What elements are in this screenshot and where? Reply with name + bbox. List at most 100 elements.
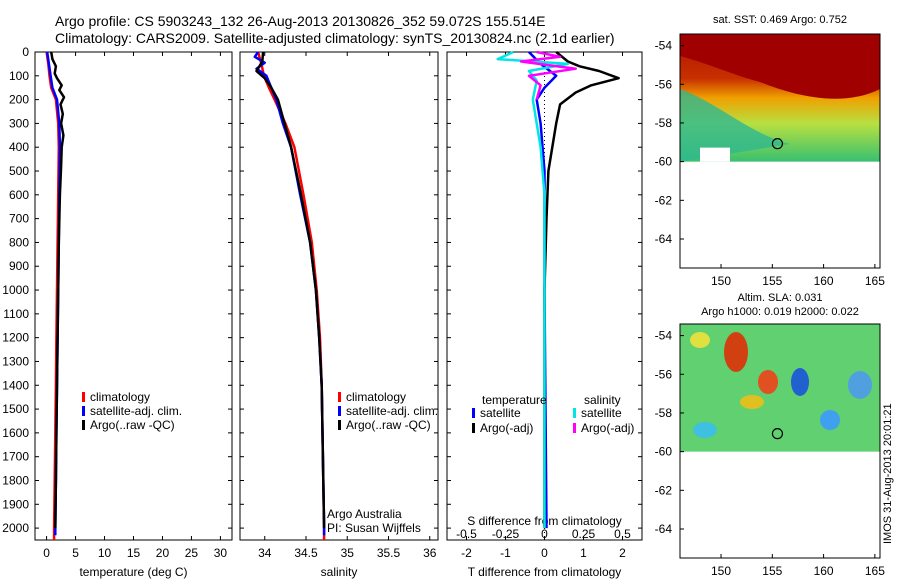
float-location-marker [771, 138, 784, 150]
sla-anomaly [758, 370, 778, 394]
annotation-text: PI: Susan Wijffels [327, 521, 421, 535]
y-tick-label: -54 [655, 39, 673, 53]
y-tick-label: 300 [9, 116, 29, 130]
legend-swatch [338, 392, 341, 402]
map-frame [679, 323, 881, 559]
x-tick-label: -1 [500, 546, 511, 560]
y-tick-label: -62 [655, 483, 673, 497]
sla-anomaly [724, 332, 748, 372]
x-tick-label: 150 [711, 274, 731, 288]
y-tick-label: 200 [9, 93, 29, 107]
y-tick-label: 1700 [2, 450, 29, 464]
legend-title-salinity: salinity [584, 393, 621, 407]
legend-swatch [82, 406, 85, 416]
map-title: Altim. SLA: 0.031 [738, 292, 823, 304]
x-tick-label: 155 [762, 564, 782, 578]
y-tick-label: 600 [9, 188, 29, 202]
legend-swatch [338, 406, 341, 416]
x-tick-label: 20 [156, 546, 170, 560]
map-panel-2: -54 -56 -58 -60 -62 -64 150 155 160 165 Altim. SLA… [655, 292, 886, 578]
profile-title: Argo profile: CS 5903243_132 26-Aug-2013… [55, 13, 546, 29]
legend-label: satellite [581, 406, 622, 420]
x-tick-label: 36 [423, 546, 437, 560]
sla-anomaly [791, 368, 809, 396]
series-line-2 [253, 51, 326, 536]
legend-swatch [573, 423, 576, 433]
map-subtitle: Argo h1000: 0.019 h2000: 0.022 [701, 306, 859, 318]
x-tick-label: 150 [711, 564, 731, 578]
y-tick-label: 400 [9, 140, 29, 154]
y-tick-label: 1100 [3, 307, 29, 321]
x-tick-label: 1 [580, 546, 587, 560]
x-tick-label: 5 [72, 546, 79, 560]
y-tick-label: 1600 [2, 426, 29, 440]
x-tick-label: 25 [185, 546, 199, 560]
float-location-marker [771, 428, 784, 440]
legend-label: Argo(-adj) [581, 421, 634, 435]
x-tick-label: 160 [814, 274, 834, 288]
x-tick-label: 10 [98, 546, 112, 560]
warm-water-region [680, 34, 880, 99]
y-tick-label: 1800 [2, 473, 29, 487]
x-axis-label: T difference from climatology [468, 565, 622, 579]
series-line-3 [49, 51, 66, 529]
legend-title-temperature: temperature [482, 393, 547, 407]
y-tick-label: 1500 [2, 402, 29, 416]
y-tick-label: -58 [655, 406, 673, 420]
top-x-tick-label: 0.5 [614, 527, 631, 541]
series-line-4 [519, 50, 577, 100]
x-tick-label: 155 [762, 274, 782, 288]
y-tick-label: -64 [655, 232, 673, 246]
x-tick-label: 15 [127, 546, 141, 560]
x-axis-label: salinity [321, 565, 358, 579]
legend-label: climatology [346, 390, 406, 404]
x-tick-label: -2 [461, 546, 472, 560]
x-tick-label: 165 [865, 564, 885, 578]
top-x-tick-label: 0 [541, 527, 548, 541]
x-tick-label: 2 [619, 546, 626, 560]
x-tick-label: 160 [814, 564, 834, 578]
series-line-3 [496, 50, 570, 529]
y-tick-label: 500 [9, 164, 29, 178]
annotation-text: Argo Australia [327, 507, 402, 521]
series-line-1 [528, 51, 558, 529]
series-line-2 [543, 51, 620, 529]
legend-label: satellite-adj. clim. [346, 404, 438, 418]
plot-frame [239, 51, 439, 541]
legend-label: Argo(..raw -QC) [346, 418, 431, 432]
series-line-3 [255, 51, 326, 529]
sla-anomaly [690, 332, 710, 348]
imos-watermark: IMOS 31-Aug-2013 20:01:21 [882, 403, 894, 544]
x-tick-label: 35.5 [377, 546, 401, 560]
legend-label: climatology [90, 390, 150, 404]
top-x-tick-label: 0.25 [572, 527, 596, 541]
series-line-1 [256, 51, 326, 540]
x-tick-label: 0 [43, 546, 50, 560]
y-tick-label: 1300 [2, 354, 29, 368]
y-tick-label: -60 [655, 445, 673, 459]
y-tick-label: 800 [9, 235, 29, 249]
sla-anomaly [820, 410, 840, 430]
profile-panel-1: 0100200300400500600700800900100011001200… [2, 45, 233, 579]
missing-data-patch [700, 147, 730, 162]
x-tick-label: 34 [258, 546, 272, 560]
y-tick-label: 100 [9, 69, 29, 83]
legend-label: satellite-adj. clim. [90, 404, 182, 418]
plot-frame [34, 51, 233, 541]
y-tick-label: -62 [655, 193, 673, 207]
y-tick-label: -56 [655, 77, 673, 91]
y-tick-label: -54 [655, 329, 673, 343]
legend-label: Argo(..raw -QC) [90, 418, 175, 432]
y-tick-label: -58 [655, 116, 673, 130]
top-x-tick-label: -0.25 [492, 527, 520, 541]
y-tick-label: 700 [9, 212, 29, 226]
x-tick-label: 34.5 [294, 546, 318, 560]
x-axis-label: temperature (deg C) [79, 565, 187, 579]
map-frame [679, 33, 881, 269]
x-tick-label: 165 [865, 274, 885, 288]
map-panel-1: -54 -56 -58 -60 -62 -64 150 155 160 165 sat. SST: … [655, 14, 886, 288]
top-x-tick-label: -0.5 [456, 527, 477, 541]
y-tick-label: 2000 [2, 521, 29, 535]
